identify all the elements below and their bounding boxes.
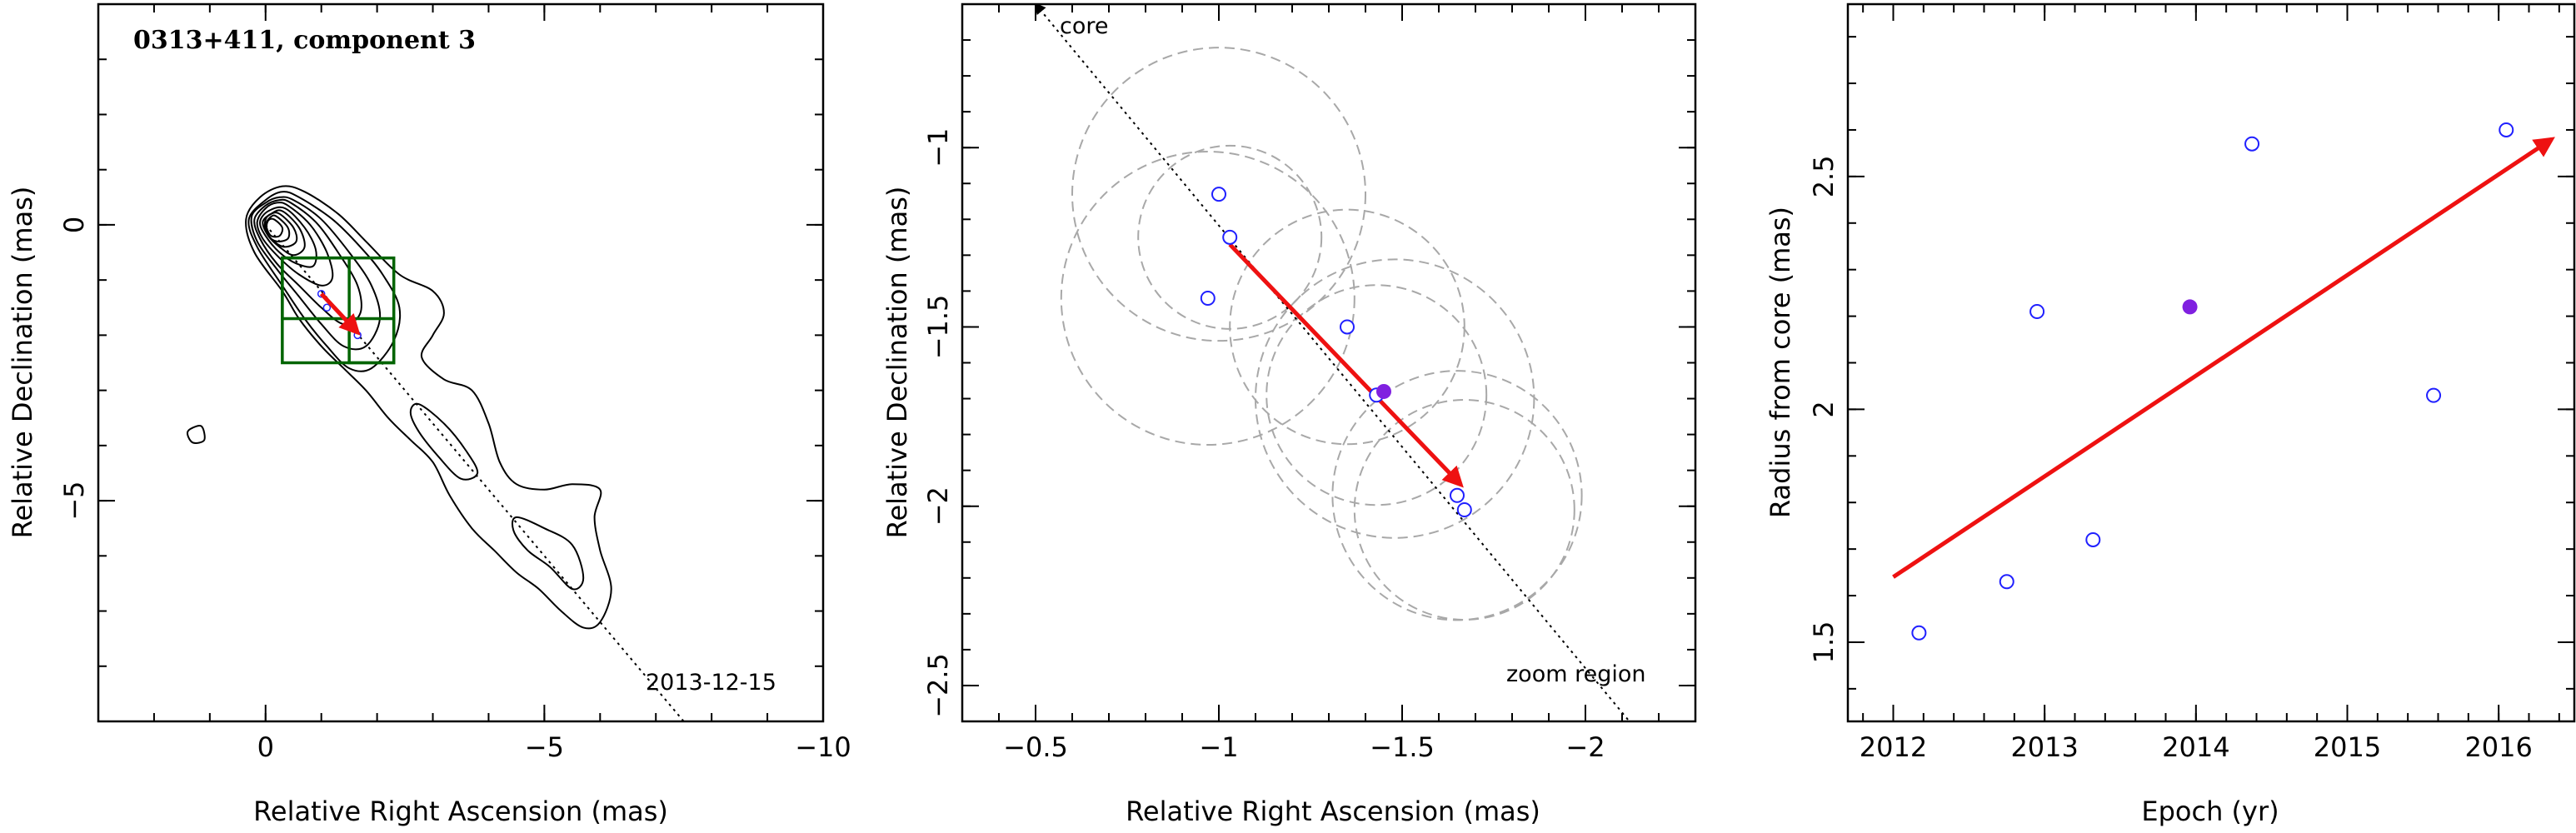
panel-2-plot-area — [1034, 4, 1630, 721]
data-point — [317, 289, 326, 298]
panel-2-frame — [961, 2, 1697, 723]
panel-2-y-tick-label: −2 — [922, 486, 954, 526]
contour-line — [186, 425, 206, 444]
panel-3-x-tick-label: 2016 — [2464, 731, 2532, 763]
panel-3-x-axis-label: Epoch (yr) — [2141, 796, 2279, 827]
panel-2-core-label: core — [1060, 13, 1108, 39]
panel-2: −0.5 −1 −1.5 −2 −1 −1.5 −2 −2.5 core zoom regio… — [881, 2, 1697, 827]
contour-line — [409, 402, 479, 481]
panel-1-y-axis-label: Relative Declination (mas) — [7, 187, 38, 539]
panel-3-x-tick-label: 2013 — [2010, 731, 2078, 763]
panel-3-y-tick-label: 2 — [1808, 401, 1840, 417]
data-point — [2085, 531, 2101, 547]
data-point — [1211, 187, 1226, 202]
panel-2-y-axis-label: Relative Declination (mas) — [881, 187, 913, 539]
panel-2-y-tick-label: −1.5 — [922, 295, 954, 360]
panel-3-y-tick-label: 1.5 — [1808, 621, 1840, 664]
panel-3-ticks: 2012 2013 2014 2015 2016 1.5 2 2.5 — [1808, 4, 2574, 763]
error-circle — [1353, 399, 1575, 621]
panel-3-points — [1911, 122, 2514, 641]
data-point — [1456, 502, 1472, 518]
data-point — [1450, 487, 1465, 503]
error-circle — [1255, 258, 1535, 539]
panel-3-y-tick-label: 2.5 — [1808, 155, 1840, 197]
contour-line — [264, 214, 291, 242]
panel-1-zoom-boxes — [281, 256, 396, 365]
panel-3-plot-area — [1892, 122, 2555, 641]
panel-1-x-axis-label: Relative Right Ascension (mas) — [253, 796, 668, 827]
panel-2-ticks: −0.5 −1 −1.5 −2 −1 −1.5 −2 −2.5 — [922, 3, 1695, 763]
panel-3-frame — [1846, 2, 2576, 723]
panel-2-x-tick-label: −1.5 — [1370, 731, 1435, 763]
contour-line — [253, 198, 362, 326]
data-point — [1340, 319, 1355, 335]
panel-3-x-tick-label: 2012 — [1860, 731, 1927, 763]
panel-2-mean-point — [1376, 383, 1391, 399]
panel-3: 2012 2013 2014 2015 2016 1.5 2 2.5 Epoch (yr) R… — [1765, 2, 2576, 827]
data-point — [1911, 625, 1927, 641]
panel-2-x-axis-label: Relative Right Ascension (mas) — [1126, 796, 1540, 827]
panel-1-x-tick-label: −5 — [525, 731, 564, 763]
data-point — [1200, 291, 1216, 307]
panel-3-x-tick-label: 2014 — [2162, 731, 2229, 763]
contour-line — [256, 202, 334, 287]
panel-1-x-tick-label: −10 — [795, 731, 851, 763]
panel-1-title: 0313+411, component 3 — [133, 26, 476, 55]
panel-2-motion-vector — [1228, 242, 1464, 488]
panel-3-mean-point — [2182, 299, 2198, 315]
panel-2-jet-axis — [1034, 4, 1630, 721]
data-point — [2029, 304, 2045, 319]
zoom-box — [281, 256, 351, 321]
panel-3-y-axis-label: Radius from core (mas) — [1765, 207, 1796, 518]
panel-1-frame — [97, 2, 825, 723]
panel-1-plot-area — [186, 185, 685, 721]
panel-3-x-tick-label: 2015 — [2314, 731, 2381, 763]
panel-2-y-tick-label: −2.5 — [922, 653, 954, 718]
panel-1-motion-vector — [319, 292, 361, 336]
panel-2-zoom-label: zoom region — [1506, 661, 1645, 687]
data-point — [1222, 229, 1238, 245]
data-point — [2499, 122, 2514, 137]
zoom-box — [347, 317, 396, 365]
error-circle — [1266, 284, 1488, 506]
panel-1-epoch-label: 2013-12-15 — [646, 670, 776, 696]
data-point — [2426, 387, 2442, 403]
data-point — [2244, 136, 2260, 152]
panel-2-y-tick-label: −1 — [922, 128, 954, 167]
contour-line — [265, 217, 284, 238]
contour-line — [512, 516, 585, 591]
panel-2-x-tick-label: −2 — [1565, 731, 1605, 763]
panel-2-x-tick-label: −1 — [1199, 731, 1238, 763]
panel-1-ticks: 0 −5 −10 0 −5 — [58, 3, 851, 763]
panel-1-contours — [186, 185, 612, 630]
panel-3-trend-arrow — [1892, 137, 2555, 579]
panel-1: 0 −5 −10 0 −5 0313+411, component 3 2013-12-… — [7, 2, 851, 827]
contour-line — [247, 191, 402, 372]
contour-line — [245, 185, 612, 630]
data-point — [1999, 574, 2014, 590]
error-circle — [1071, 47, 1366, 342]
panel-2-error-circles — [1060, 47, 1583, 621]
error-circle — [1060, 151, 1355, 446]
panel-2-points — [1200, 187, 1472, 518]
panel-1-y-tick-label: −5 — [58, 481, 90, 520]
error-circle — [1229, 208, 1465, 446]
panel-2-x-tick-label: −0.5 — [1003, 731, 1068, 763]
contour-line — [250, 196, 382, 351]
panel-1-y-tick-label: 0 — [58, 217, 90, 233]
panel-1-x-tick-label: 0 — [257, 731, 274, 763]
data-point — [322, 303, 332, 312]
